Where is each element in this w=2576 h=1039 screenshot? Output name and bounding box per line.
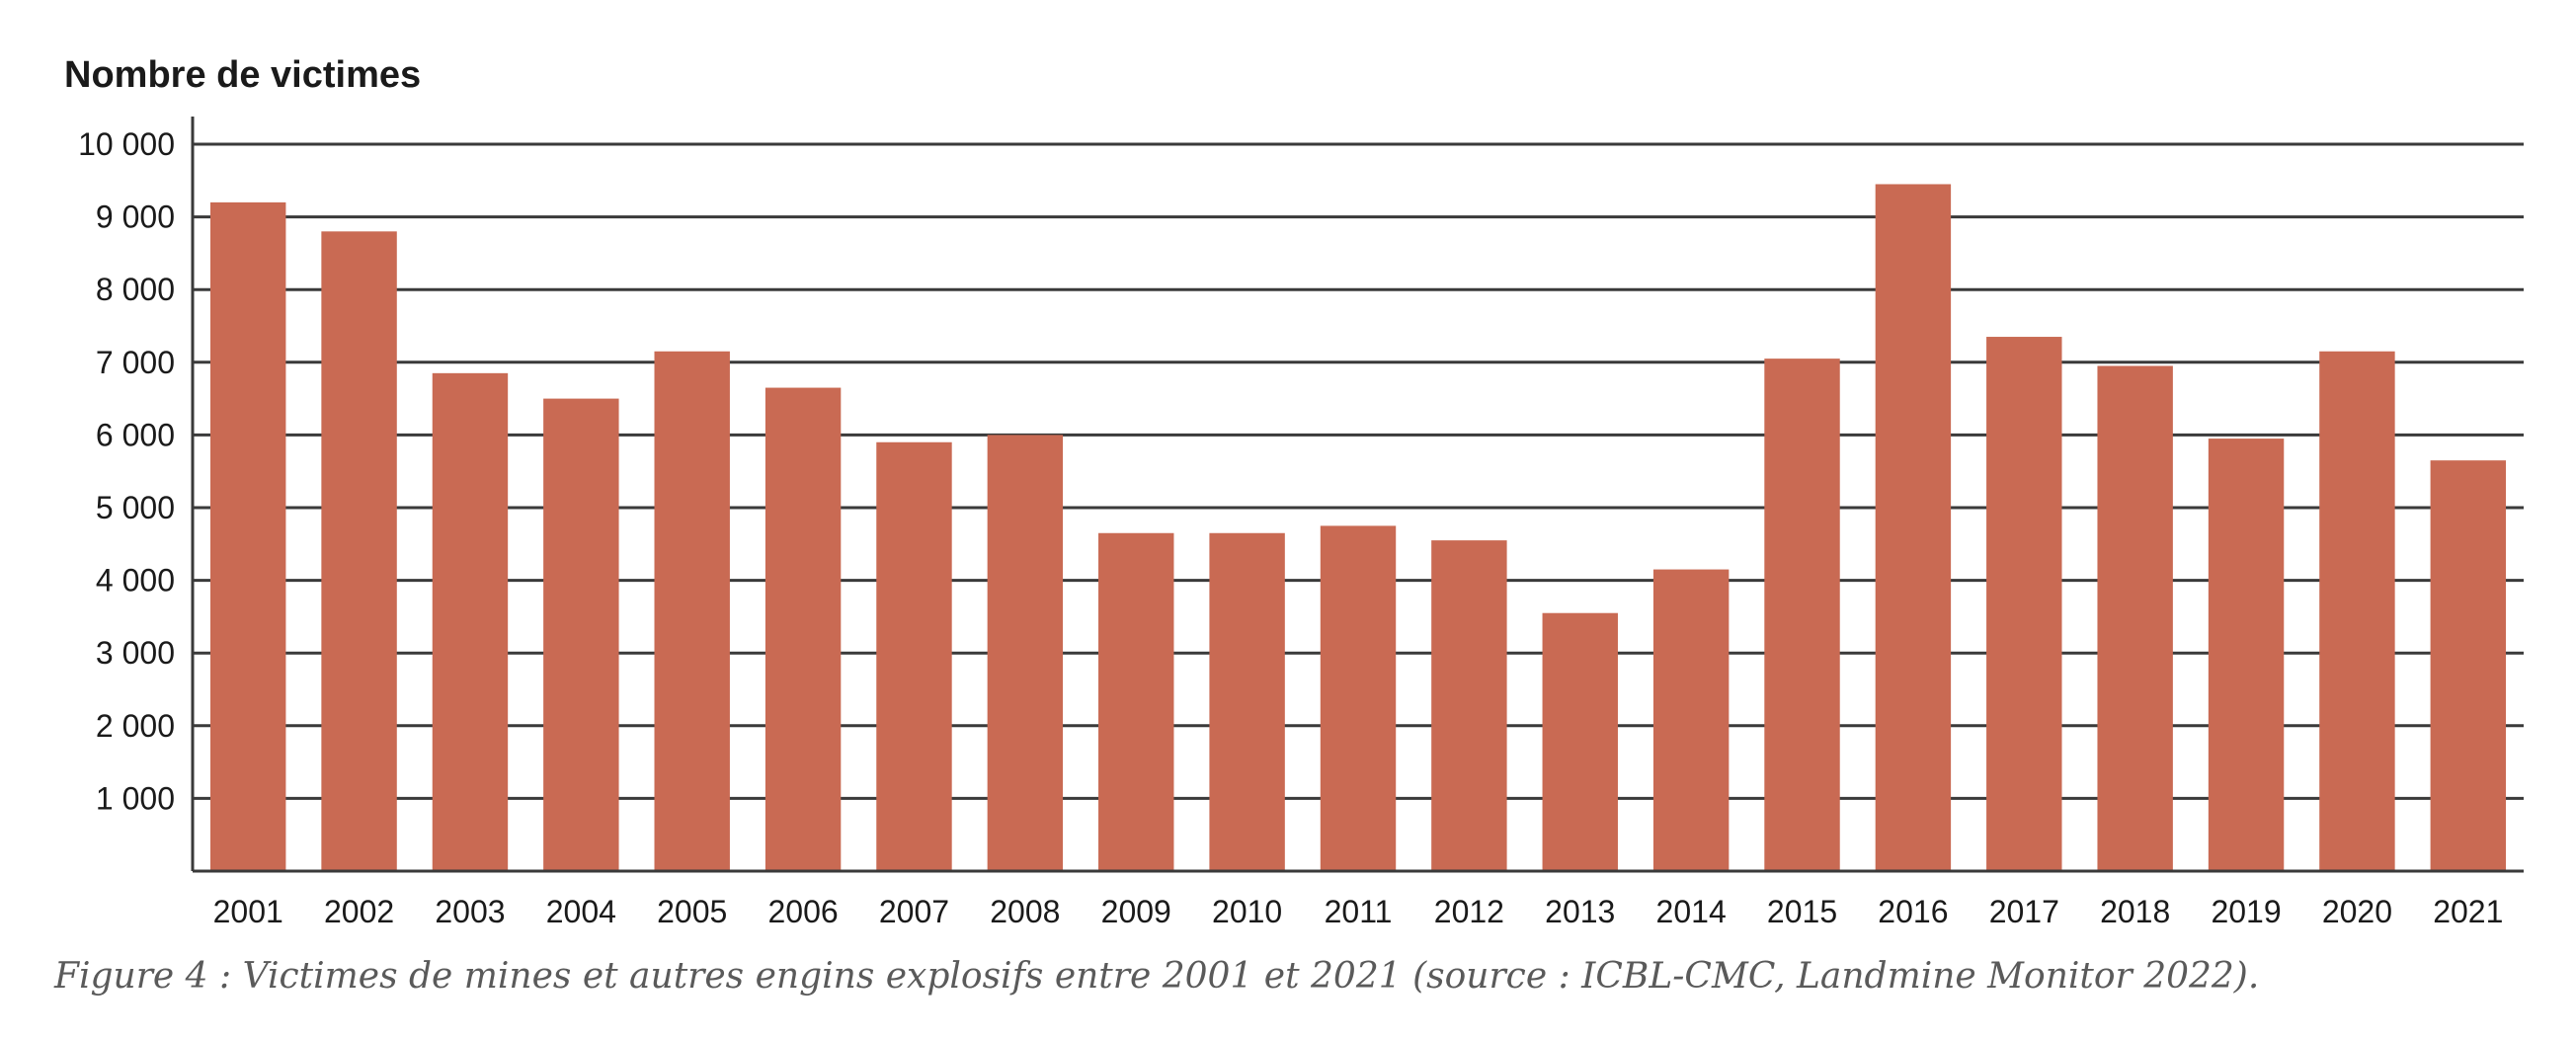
figure-caption: Figure 4 : Victimes de mines et autres e… [54,956,2260,997]
x-tick-label: 2001 [213,894,283,929]
x-tick-label: 2009 [1101,894,1171,929]
y-tick-label: 9 000 [96,200,175,235]
x-tick-labels: 2001 2002 2003 2004 2005 2006 2007 2008 2009 2010… [213,894,2504,929]
y-tick-label: 4 000 [96,563,175,599]
bar-2013 [1542,612,1618,871]
x-tick-label: 2014 [1656,894,1727,929]
x-tick-label: 2011 [1325,894,1393,929]
y-tick-label: 6 000 [96,417,175,452]
y-tick-label: 8 000 [96,272,175,307]
bar-2020 [2319,351,2395,871]
bar-2002 [321,231,397,871]
bar-2010 [1209,532,1285,871]
x-tick-label: 2021 [2433,894,2503,929]
x-tick-label: 2006 [768,894,839,929]
x-tick-label: 2013 [1545,894,1615,929]
x-tick-label: 2005 [657,894,727,929]
bar-2015 [1764,359,1840,871]
bar-2007 [876,441,952,871]
x-tick-label: 2017 [1989,894,2059,929]
bar-2017 [1986,337,2062,871]
y-tick-label: 1 000 [96,780,175,816]
bars [209,184,2507,872]
bar-2012 [1431,540,1507,871]
bar-2008 [987,435,1064,871]
x-tick-label: 2002 [324,894,394,929]
bar-2021 [2430,460,2507,871]
axes [191,117,2524,873]
y-tick-label: 3 000 [96,635,175,671]
x-tick-label: 2008 [990,894,1060,929]
x-tick-label: 2003 [435,894,505,929]
bar-2001 [209,201,286,871]
y-tick-labels: 1 000 2 000 3 000 4 000 5 000 6 000 7 000 8 000… [78,126,175,816]
bar-2009 [1098,532,1174,871]
y-tick-label: 7 000 [96,345,175,380]
x-tick-label: 2020 [2322,894,2392,929]
bar-2014 [1652,569,1730,871]
bar-2005 [654,351,730,871]
x-tick-label: 2018 [2100,894,2170,929]
x-tick-label: 2015 [1767,894,1837,929]
x-tick-label: 2019 [2211,894,2281,929]
x-tick-label: 2016 [1878,894,1948,929]
y-tick-label: 5 000 [96,490,175,525]
y-tick-label: 10 000 [78,126,175,162]
bar-2019 [2208,439,2285,871]
bar-2006 [765,387,842,871]
y-axis-title: Nombre de victimes [64,54,421,96]
bar-2016 [1875,184,1952,872]
y-tick-label: 2 000 [96,708,175,744]
bar-2018 [2097,365,2173,871]
x-tick-label: 2010 [1212,894,1282,929]
bar-2003 [432,372,509,871]
bar-2011 [1320,525,1397,871]
x-tick-label: 2012 [1434,894,1504,929]
bar-2004 [543,398,619,871]
x-tick-label: 2007 [879,894,949,929]
x-tick-label: 2004 [546,894,616,929]
